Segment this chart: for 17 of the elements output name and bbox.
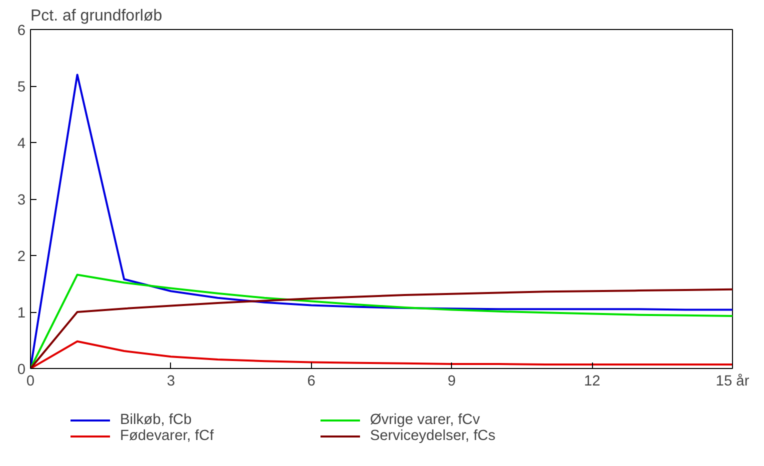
y-tick-label: 3 bbox=[17, 192, 26, 208]
y-tick-label: 4 bbox=[17, 136, 26, 152]
x-tick-label: 12 bbox=[584, 374, 600, 390]
x-tick-label: 9 bbox=[448, 374, 456, 390]
legend-label: Bilkøb, fCb bbox=[120, 412, 193, 428]
legend-label: Fødevarer, fCf bbox=[120, 428, 215, 444]
x-tick-label: 3 bbox=[166, 374, 175, 390]
y-tick-label: 2 bbox=[17, 249, 26, 265]
y-tick-label: 0 bbox=[17, 362, 26, 378]
x-tick-label: 6 bbox=[307, 374, 316, 390]
y-tick-label: 5 bbox=[17, 80, 26, 96]
y-axis-title: Pct. af grundforløb bbox=[30, 8, 162, 24]
y-tick-label: 6 bbox=[17, 23, 26, 39]
y-tick-label: 1 bbox=[17, 306, 26, 322]
legend-label: Øvrige varer, fCv bbox=[370, 412, 481, 428]
legend-label: Serviceydelser, fCs bbox=[370, 428, 496, 444]
x-tick-label: 15 år bbox=[716, 374, 750, 390]
